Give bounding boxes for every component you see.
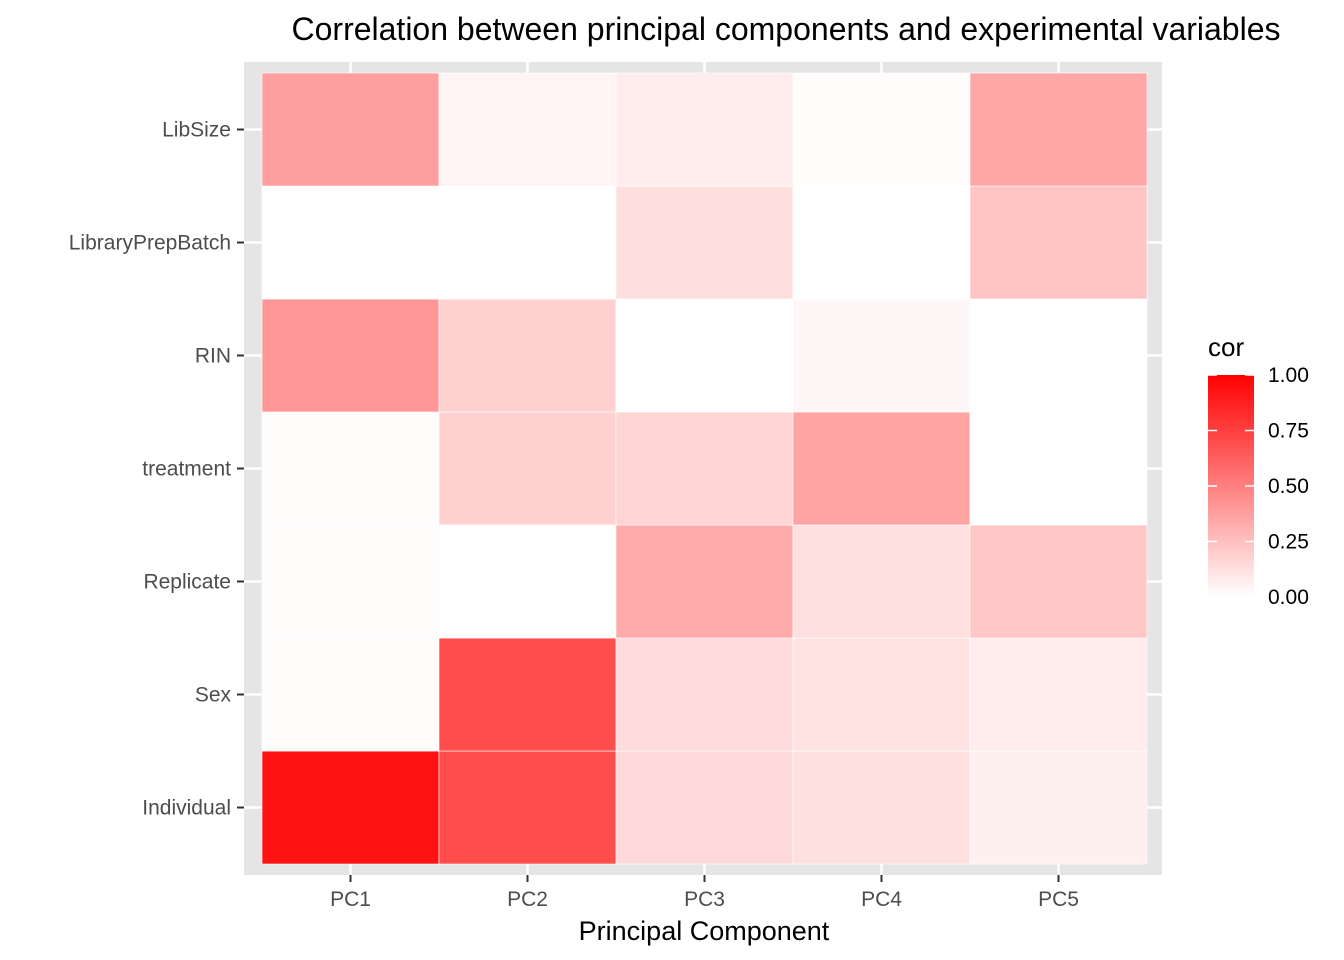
legend-tick-label: 1.00 [1268,364,1309,387]
legend-tick-label: 0.00 [1268,586,1309,609]
heatmap-tile-pc4-replicate [792,524,971,639]
heatmap-tile-pc4-individual [792,750,971,865]
heatmap-tiles [261,72,1148,865]
heatmap-tile-pc5-libraryprepbatch [969,185,1148,300]
heatmap-tile-pc2-individual [438,750,617,865]
heatmap-tile-pc5-replicate [969,524,1148,639]
y-tick-label-sex: Sex [195,684,232,707]
heatmap-tile-pc1-replicate [261,524,440,639]
heatmap-tile-pc3-libraryprepbatch [615,185,794,300]
y-tick-label-treatment: treatment [142,458,231,481]
y-tick-label-individual: Individual [142,797,231,820]
heatmap-tile-pc1-libsize [261,72,440,187]
chart-title: Correlation between principal components… [292,11,1281,47]
y-tick-label-libsize: LibSize [162,119,231,142]
heatmap-tile-pc3-rin [615,298,794,413]
y-tick-label-libraryprepbatch: LibraryPrepBatch [69,232,231,255]
heatmap-tile-pc4-libraryprepbatch [792,185,971,300]
legend-ticks: 1.00 0.75 0.50 0.25 0.00 [1208,364,1309,609]
heatmap-tile-pc2-rin [438,298,617,413]
heatmap-tile-pc4-rin [792,298,971,413]
heatmap-tile-pc5-individual [969,750,1148,865]
heatmap-tile-pc1-treatment [261,411,440,526]
heatmap-tile-pc1-libraryprepbatch [261,185,440,300]
heatmap-tile-pc5-treatment [969,411,1148,526]
heatmap-tile-pc3-libsize [615,72,794,187]
heatmap-tile-pc1-rin [261,298,440,413]
x-tick-label-pc3: PC3 [684,888,725,911]
heatmap-tile-pc2-replicate [438,524,617,639]
legend-title: cor [1208,332,1244,362]
legend-tick-label: 0.25 [1268,531,1309,554]
heatmap-tile-pc1-individual [261,750,440,865]
x-axis-title: Principal Component [579,916,830,946]
heatmap-tile-pc2-libsize [438,72,617,187]
legend-tick-label: 0.75 [1268,420,1309,443]
heatmap-tile-pc4-libsize [792,72,971,187]
heatmap-tile-pc2-treatment [438,411,617,526]
heatmap-tile-pc4-sex [792,637,971,752]
x-tick-label-pc4: PC4 [861,888,902,911]
legend-tick-label: 0.50 [1268,475,1309,498]
heatmap-tile-pc3-replicate [615,524,794,639]
heatmap-tile-pc2-libraryprepbatch [438,185,617,300]
heatmap-tile-pc4-treatment [792,411,971,526]
heatmap-tile-pc3-sex [615,637,794,752]
x-tick-label-pc2: PC2 [507,888,548,911]
heatmap-tile-pc2-sex [438,637,617,752]
y-tick-label-rin: RIN [195,345,231,368]
x-axis: PC1 PC2 PC3 PC4 PC5 [330,875,1079,911]
heatmap-tile-pc1-sex [261,637,440,752]
y-axis: Individual Sex Replicate treatment RIN Librar… [69,119,244,820]
heatmap-tile-pc3-individual [615,750,794,865]
heatmap-tile-pc5-libsize [969,72,1148,187]
heatmap-tile-pc3-treatment [615,411,794,526]
heatmap-tile-pc5-rin [969,298,1148,413]
color-legend: cor 1.00 0.75 0.50 0.25 0.00 [1208,332,1309,609]
x-tick-label-pc1: PC1 [330,888,371,911]
x-tick-label-pc5: PC5 [1038,888,1079,911]
y-tick-label-replicate: Replicate [143,571,231,594]
heatmap-tile-pc5-sex [969,637,1148,752]
